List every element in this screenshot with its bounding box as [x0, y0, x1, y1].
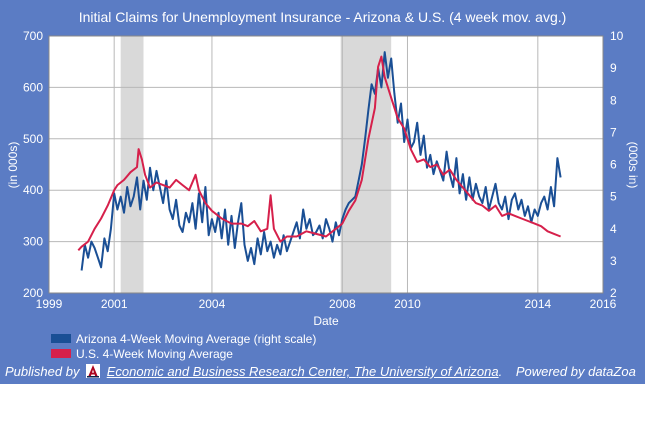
university-of-arizona-logo-icon	[86, 364, 101, 378]
x-tick-1999: 1999	[36, 297, 63, 311]
y-left-tick-400: 400	[23, 183, 43, 197]
footer: Published by Economic and Business Resea…	[5, 364, 636, 379]
publisher-link[interactable]: Economic and Business Research Center, T…	[106, 364, 499, 379]
x-tick-2010: 2010	[394, 297, 421, 311]
x-tick-2016: 2016	[590, 297, 617, 311]
plot-border	[48, 35, 604, 294]
y-axis-label-left: (in 000s)	[6, 142, 20, 189]
y-right-tick-4: 4	[610, 222, 617, 236]
x-tick-2008: 2008	[329, 297, 356, 311]
y-right-tick-6: 6	[610, 158, 617, 172]
legend-label-arizona: Arizona 4-Week Moving Average (right sca…	[76, 331, 317, 346]
line-chart: 700 600 500 400 300 200 10 9 8 7 6 5 4 3 2 1999 2001 2004…	[6, 29, 640, 328]
x-tick-2014: 2014	[524, 297, 551, 311]
chart-title: Initial Claims for Unemployment Insuranc…	[78, 9, 567, 25]
y-left-tick-200: 200	[23, 286, 43, 300]
series-us-line	[77, 55, 561, 251]
y-right-tick-7: 7	[610, 125, 617, 139]
y-right-tick-9: 9	[610, 61, 617, 75]
y-axis-label-right: (000s in)	[626, 142, 640, 189]
y-right-tick-3: 3	[610, 254, 617, 268]
legend-item-us: U.S. 4-Week Moving Average	[51, 346, 316, 361]
y-left-tick-300: 300	[23, 235, 43, 249]
y-right-tick-5: 5	[610, 190, 617, 204]
y-left-tick-600: 600	[23, 80, 43, 94]
x-tick-2001: 2001	[101, 297, 128, 311]
legend-label-us: U.S. 4-Week Moving Average	[76, 346, 233, 361]
y-right-tick-8: 8	[610, 93, 617, 107]
legend-swatch-arizona	[51, 334, 71, 343]
y-right-tick-2: 2	[610, 286, 617, 300]
series-arizona-line	[80, 51, 562, 271]
legend-item-arizona: Arizona 4-Week Moving Average (right sca…	[51, 331, 316, 346]
powered-by-text: Powered by dataZoa	[515, 364, 636, 379]
legend-swatch-us	[51, 349, 71, 358]
legend: Arizona 4-Week Moving Average (right sca…	[51, 331, 316, 361]
recession-band-1	[120, 36, 144, 293]
x-axis-label: Date	[313, 314, 339, 328]
y-left-tick-700: 700	[23, 29, 43, 43]
y-right-tick-10: 10	[610, 29, 624, 43]
published-by-text: Published by	[5, 364, 80, 379]
x-tick-2004: 2004	[199, 297, 226, 311]
y-left-tick-500: 500	[23, 132, 43, 146]
